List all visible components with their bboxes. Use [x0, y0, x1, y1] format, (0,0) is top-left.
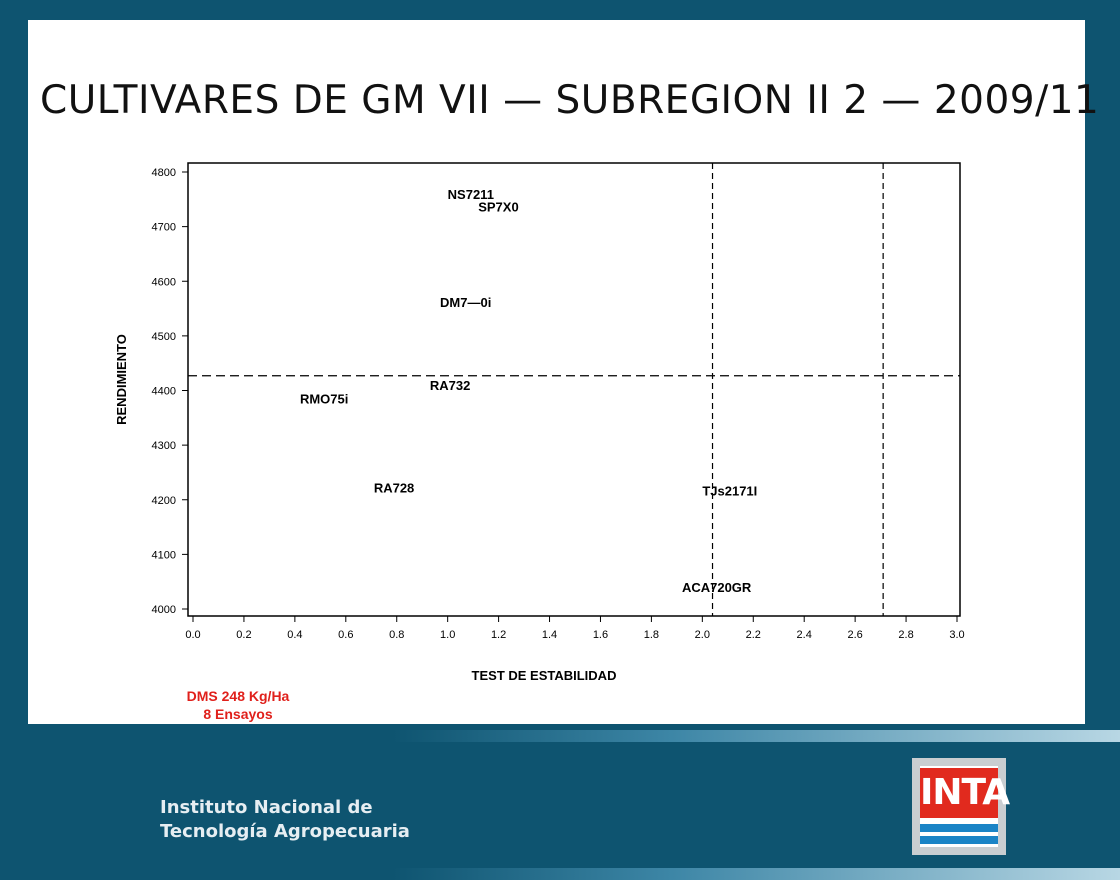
point-label: SP7X0 [478, 199, 518, 214]
x-tick-label: 1.4 [542, 629, 557, 641]
y-tick-label: 4700 [152, 222, 176, 234]
slide-panel: CULTIVARES DE GM VII — SUBREGION II 2 — … [28, 20, 1100, 724]
x-tick-label: 0.6 [338, 629, 353, 641]
inta-logo-text: INTA [920, 768, 1010, 818]
point-label: TJs2171I [702, 483, 757, 498]
x-tick-label: 1.8 [644, 629, 659, 641]
x-tick-label: 2.0 [695, 629, 710, 641]
y-tick-label: 4400 [152, 386, 176, 398]
dms-value: DMS 248 Kg/Ha [186, 688, 290, 704]
point-label: NS7211 [448, 187, 494, 202]
inta-logo-inner: INTA [920, 766, 1010, 847]
decorative-stripe-top [0, 730, 1120, 742]
x-tick-label: 2.8 [898, 629, 913, 641]
point-label: RMO75i [300, 392, 348, 407]
x-tick-label: 0.8 [389, 629, 404, 641]
x-tick-label: 1.2 [491, 629, 506, 641]
decorative-stripe-bottom [0, 868, 1120, 880]
point-label: ACA720GR [682, 580, 752, 595]
point-label: DM7—0i [440, 295, 491, 310]
x-tick-label: 1.0 [440, 629, 455, 641]
inta-logo-bar-1 [920, 824, 998, 832]
trials-count: 8 Ensayos [203, 706, 273, 722]
scatter-chart: 0.0 0.2 0.4 0.6 0.8 1.0 1.2 1.4 1.6 1.8 2.0 2.2 2.4 2… [114, 162, 965, 683]
organization-name: Instituto Nacional de Tecnología Agropec… [160, 796, 410, 844]
point-label: RA728 [374, 481, 414, 496]
x-tick-label: 3.0 [949, 629, 964, 641]
x-tick-label: 2.6 [847, 629, 862, 641]
plot-area-frame [187, 162, 961, 617]
inta-logo: INTA [912, 758, 1010, 855]
x-tick-label: 2.4 [797, 629, 812, 641]
inta-logo-bar-2 [920, 836, 998, 844]
y-tick-label: 4500 [152, 331, 176, 343]
organization-name-line1: Instituto Nacional de [160, 797, 373, 818]
slide-title: CULTIVARES DE GM VII — SUBREGION II 2 — … [40, 78, 1100, 123]
y-tick-label: 4300 [152, 440, 176, 452]
organization-name-line2: Tecnología Agropecuaria [160, 821, 410, 842]
y-tick-label: 4600 [152, 276, 176, 288]
point-label: RA732 [430, 378, 470, 393]
y-axis-label: RENDIMIENTO [114, 334, 129, 425]
x-tick-label: 1.6 [593, 629, 608, 641]
x-tick-label: 0.2 [236, 629, 251, 641]
y-tick-label: 4800 [152, 167, 176, 179]
x-axis-label: TEST DE ESTABILIDAD [472, 668, 617, 683]
dms-note: DMS 248 Kg/Ha 8 Ensayos [178, 687, 298, 723]
y-tick-label: 4100 [152, 549, 176, 561]
x-tick-label: 2.2 [746, 629, 761, 641]
y-tick-label: 4000 [152, 604, 176, 616]
x-tick-label: 0.0 [185, 629, 200, 641]
y-tick-label: 4200 [152, 495, 176, 507]
x-tick-label: 0.4 [287, 629, 302, 641]
